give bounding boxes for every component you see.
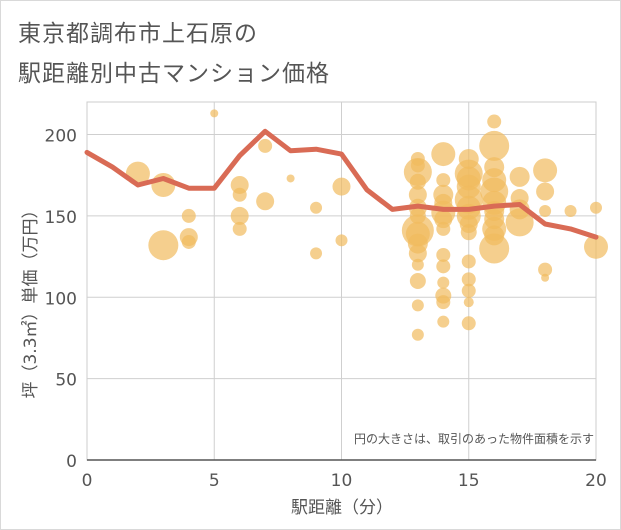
y-tick-label: 50 [55, 371, 77, 391]
bubble-point [437, 276, 450, 289]
bubble-point [463, 297, 474, 308]
x-axis-label: 駅距離（分） [291, 498, 393, 518]
bubble-point [332, 177, 351, 196]
bubble-point [436, 295, 451, 310]
x-tick-label: 0 [82, 471, 93, 491]
bubble-point [230, 206, 249, 225]
bubble-point [408, 244, 427, 263]
bubble-point [509, 166, 530, 187]
bubble-point [409, 173, 426, 190]
bubble-point [335, 234, 348, 247]
bubble-point [590, 201, 602, 214]
bubble-point [584, 234, 608, 259]
bubble-point [436, 221, 451, 236]
bubble-point [536, 182, 555, 201]
bubble-point [411, 258, 424, 271]
bubble-point [541, 273, 550, 282]
bubble-point [533, 158, 558, 183]
bubble-point [286, 174, 295, 183]
bubble-point [461, 254, 476, 269]
bubble-point [148, 230, 179, 261]
bubble-point [436, 247, 451, 262]
bubble-point [479, 130, 510, 161]
trend-line-series [84, 128, 599, 240]
bubble-point [232, 187, 247, 202]
bubble-point [411, 299, 424, 312]
bubble-point [437, 315, 450, 328]
bubble-point [461, 316, 476, 331]
x-tick-label: 20 [585, 471, 607, 491]
chart-title-line-1: 東京都調布市上石原の [18, 21, 258, 47]
bubble-point [487, 114, 502, 129]
y-tick-label: 100 [45, 289, 77, 309]
bubble-point [505, 208, 534, 237]
bubble-point [460, 224, 477, 241]
bubble-size-note: 円の大きさは、取引のあった物件面積を示す [354, 431, 594, 446]
bubble-point [181, 208, 196, 223]
axes: 0 50 100 150 200 0 5 10 15 20 [45, 127, 607, 491]
x-tick-label: 10 [331, 471, 353, 491]
bubble-series [125, 109, 608, 341]
bubble-point [310, 247, 323, 260]
bubble-point [258, 138, 273, 153]
bubble-point [256, 192, 275, 211]
bubble-point [436, 259, 451, 274]
chart-title-line-2: 駅距離別中古マンション価格 [18, 61, 330, 87]
bubble-point [181, 234, 196, 249]
bubble-point [479, 233, 510, 264]
y-tick-label: 200 [45, 127, 77, 147]
bubble-point [408, 185, 427, 204]
bubble-point [409, 273, 426, 289]
bubble-point [564, 205, 577, 218]
bubble-point [310, 201, 323, 214]
y-tick-label: 0 [66, 452, 77, 472]
bubble-point [461, 283, 476, 298]
bubble-point [210, 109, 219, 118]
bubble-point [232, 221, 247, 236]
x-tick-label: 15 [458, 471, 480, 491]
bubble-point [436, 173, 451, 188]
average-price-line [84, 128, 599, 240]
bubble-point [411, 328, 424, 341]
bubble-point [461, 272, 476, 287]
bubble-point [539, 205, 552, 218]
x-tick-label: 5 [209, 471, 220, 491]
bubble-point [538, 262, 553, 277]
y-axis-label: 坪（3.3㎡）単価（万円） [21, 201, 41, 398]
y-tick-label: 150 [45, 208, 77, 228]
bubble-point [431, 142, 456, 167]
